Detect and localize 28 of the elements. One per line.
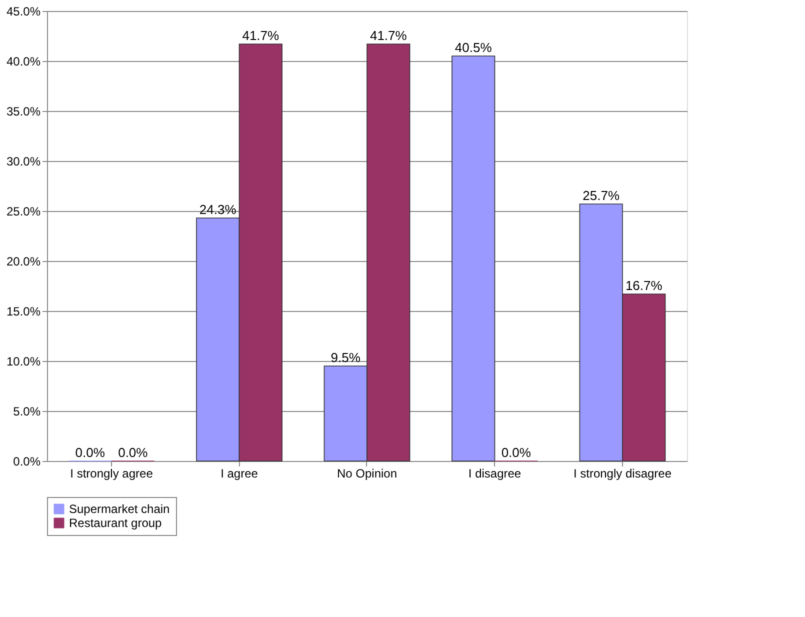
data-label: 41.7% [242,28,280,43]
data-label: 0.0% [118,445,148,460]
data-label: 41.7% [370,28,408,43]
y-tick-label: 5.0% [13,404,41,418]
y-tick-label: 45.0% [6,4,41,18]
data-label: 9.5% [330,350,361,365]
x-tick-label: No Opinion [336,466,398,480]
x-tick-label: I strongly agree [70,466,154,480]
data-label: 0.0% [75,445,106,460]
x-tick-label: I agree [220,466,258,480]
data-label: 24.3% [199,202,237,217]
legend-label: Supermarket chain [69,502,170,516]
bar [452,56,496,462]
y-tick-label: 35.0% [6,104,41,118]
x-tick-label: I strongly disagree [573,466,672,480]
data-label: 25.7% [582,188,620,203]
y-tick-label: 10.0% [6,354,41,368]
data-label: 0.0% [501,445,532,460]
y-tick-label: 0.0% [13,454,41,468]
y-tick-label: 15.0% [6,304,41,318]
data-label: 16.7% [625,278,663,293]
y-tick-label: 40.0% [6,54,41,68]
y-tick-label: 25.0% [6,204,41,218]
y-tick-label: 20.0% [6,254,41,268]
data-label: 40.5% [454,40,492,55]
legend-label: Restaurant group [69,516,162,530]
y-tick-label: 30.0% [6,154,41,168]
x-tick-label: I disagree [468,466,522,480]
